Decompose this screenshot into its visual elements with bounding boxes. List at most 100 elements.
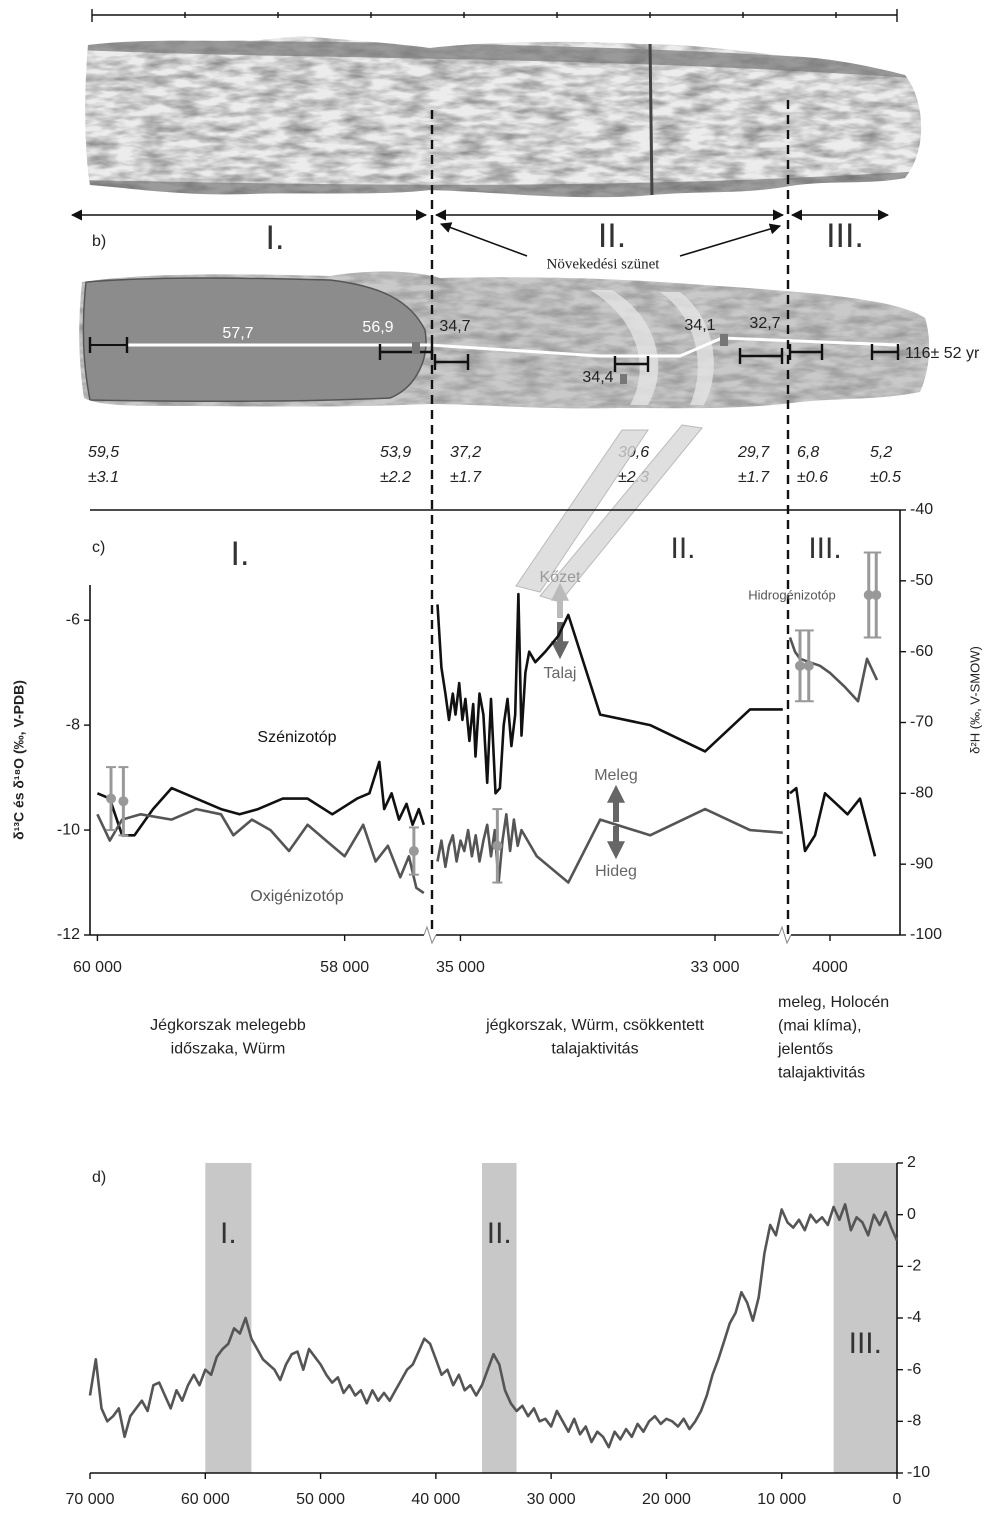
- error-point: [863, 590, 874, 600]
- y2-tick-label: -100: [910, 926, 942, 943]
- section-label: III.: [826, 217, 864, 255]
- y2-tick-label: -90: [910, 855, 933, 872]
- sample-label: 56,9: [362, 319, 393, 336]
- age-label: 116± 52 yr: [905, 345, 980, 362]
- sample-spot: [412, 342, 420, 354]
- warm-label: Meleg: [594, 767, 638, 784]
- x-tick-label: 35 000: [436, 959, 485, 976]
- period-description: meleg, Holocén: [778, 994, 889, 1011]
- panel-label: d): [92, 1169, 106, 1186]
- y-tick-label: 0: [907, 1206, 916, 1223]
- panel-label: b): [92, 233, 106, 250]
- projection-band: [515, 429, 649, 593]
- x-tick-label: 60 000: [181, 1491, 230, 1508]
- period-label: III.: [808, 532, 841, 565]
- y-axis-title: δ¹³C és δ¹⁸O (‰, V-PDB): [11, 680, 27, 840]
- scale-bar: [91, 9, 898, 22]
- x-tick-label: 30 000: [527, 1491, 576, 1508]
- y2-tick-label: -80: [910, 785, 933, 802]
- series-line: [788, 637, 879, 703]
- y-tick-label: -2: [907, 1258, 921, 1275]
- series-line: [96, 807, 783, 895]
- y-tick-label: -4: [907, 1309, 921, 1326]
- period-description: talajaktivitás: [551, 1041, 638, 1058]
- band-label: I.: [220, 1217, 237, 1250]
- series-label: Hidrogénizotóp: [748, 587, 835, 602]
- error-point: [871, 590, 882, 600]
- y-tick-label: -6: [907, 1361, 921, 1378]
- period-description: (mai klíma),: [778, 1018, 862, 1035]
- period-description: időszaka, Würm: [171, 1041, 286, 1058]
- sample-label: 57,7: [222, 325, 253, 342]
- period-description: talajaktivitás: [778, 1065, 865, 1082]
- age-value: ±1.7: [450, 469, 482, 486]
- period-label: I.: [231, 535, 250, 573]
- series-line: [96, 592, 877, 857]
- y2-tick-label: -40: [910, 501, 933, 518]
- age-value: 6,8: [797, 444, 819, 461]
- y2-tick-label: -70: [910, 714, 933, 731]
- x-tick-label: 4000: [812, 959, 848, 976]
- series-label: Szénizotóp: [257, 729, 336, 746]
- hiatus-label: Növekedési szünet: [547, 256, 661, 272]
- x-tick-label: 10 000: [757, 1491, 806, 1508]
- period-description: jelentős: [777, 1041, 833, 1058]
- hiatus-arrow: [439, 222, 528, 257]
- age-value: ±2.2: [380, 469, 411, 486]
- age-brackets: [88, 337, 900, 372]
- error-point: [118, 796, 129, 807]
- y-tick-label: -6: [66, 611, 80, 628]
- period-description: jégkorszak, Würm, csökkentett: [485, 1017, 704, 1034]
- age-value: 59,5: [88, 444, 119, 461]
- section-label: I.: [266, 219, 285, 257]
- y2-axis-title: δ²H (‰, V-SMOW): [967, 646, 982, 754]
- age-value: ±0.5: [870, 469, 901, 486]
- photo-rim: [85, 40, 922, 80]
- band: [481, 1163, 517, 1473]
- section-arrows: [70, 209, 890, 257]
- sample-label: 32,7: [749, 315, 780, 332]
- x-tick-label: 20 000: [642, 1491, 691, 1508]
- sample-spot: [620, 374, 627, 384]
- series-line: [88, 1203, 899, 1449]
- error-point: [803, 660, 814, 671]
- x-tick-label: 50 000: [296, 1491, 345, 1508]
- rock-label: Kőzet: [540, 569, 581, 586]
- scale-ticks: [91, 9, 898, 22]
- x-tick-label: 40 000: [411, 1491, 460, 1508]
- y2-tick-label: -50: [910, 572, 933, 589]
- y-tick-label: -8: [66, 716, 80, 733]
- band-label: III.: [849, 1327, 882, 1360]
- age-value: 53,9: [380, 444, 411, 461]
- cold-label: Hideg: [595, 863, 637, 880]
- x-tick-label: 0: [893, 1491, 902, 1508]
- sample-label: 34,4: [582, 369, 613, 386]
- sampling-line: [90, 336, 901, 358]
- specimen-photo: [85, 36, 922, 198]
- photo-crack: [648, 39, 654, 198]
- age-value: 37,2: [450, 444, 481, 461]
- y-tick-label: -12: [57, 926, 80, 943]
- age-value: ±0.6: [797, 469, 828, 486]
- x-tick-label: 33 000: [691, 959, 740, 976]
- sample-label: 34,7: [439, 318, 470, 335]
- y-tick-label: -10: [907, 1464, 930, 1481]
- section-label: II.: [598, 217, 626, 255]
- series-label: Oxigénizotóp: [250, 888, 343, 905]
- ages: 59,5±3.153,9±2.237,2±1.730,6±2.329,7±1.7…: [88, 444, 901, 486]
- age-value: 29,7: [737, 444, 770, 461]
- band: [205, 1163, 252, 1473]
- band-label: II.: [487, 1217, 512, 1250]
- x-tick-label: 70 000: [66, 1491, 115, 1508]
- period-label: II.: [670, 532, 695, 565]
- photo-band: [590, 290, 659, 405]
- hiatus-arrow: [679, 223, 782, 257]
- panel-label: c): [92, 539, 105, 556]
- soil-label: Talaj: [544, 665, 577, 682]
- photo-band: [660, 292, 714, 405]
- error-point: [795, 660, 805, 671]
- y2-tick-label: -60: [910, 643, 933, 660]
- y-tick-label: -10: [57, 821, 80, 838]
